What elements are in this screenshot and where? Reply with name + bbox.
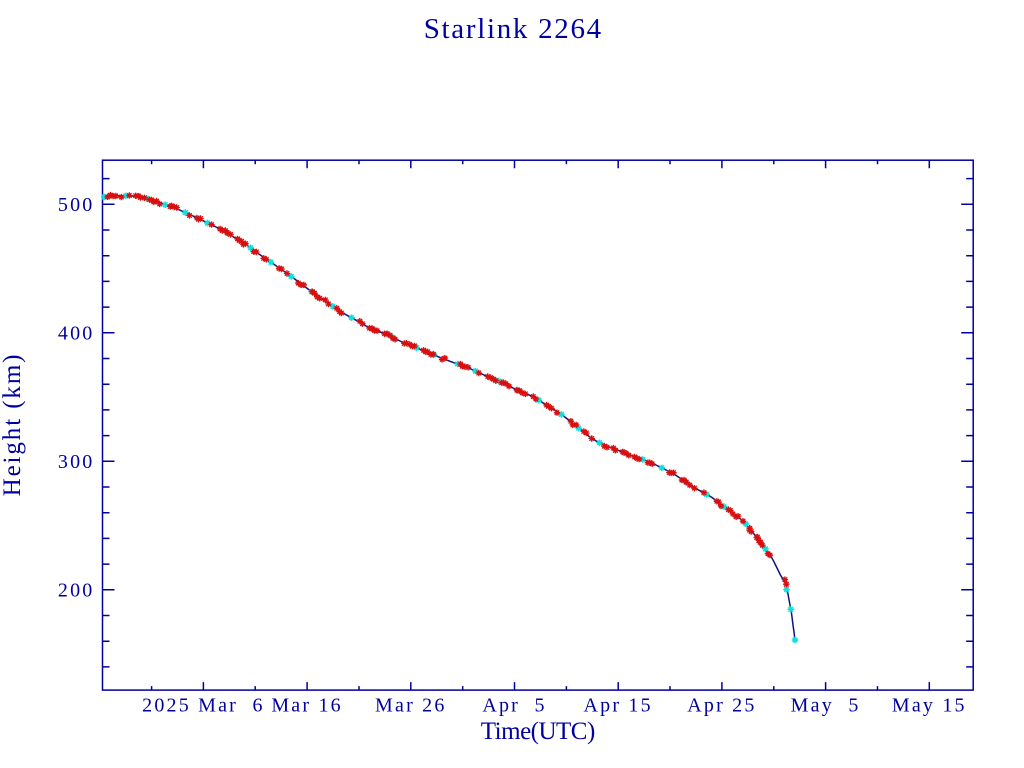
- svg-text:300: 300: [58, 451, 95, 473]
- svg-text:Apr 5: Apr 5: [482, 695, 546, 717]
- svg-text:May 15: May 15: [892, 695, 967, 717]
- svg-text:200: 200: [58, 580, 95, 602]
- svg-text:Apr 25: Apr 25: [687, 695, 756, 717]
- svg-text:Mar 26: Mar 26: [375, 695, 447, 717]
- svg-text:400: 400: [58, 323, 95, 345]
- svg-text:Mar 16: Mar 16: [271, 695, 343, 717]
- svg-text:2025 Mar 6: 2025 Mar 6: [142, 695, 265, 717]
- svg-text:Starlink 2264: Starlink 2264: [424, 13, 603, 45]
- svg-text:May 5: May 5: [791, 695, 861, 717]
- svg-text:Height (km): Height (km): [0, 353, 26, 497]
- svg-text:Time(UTC): Time(UTC): [481, 718, 595, 745]
- svg-text:500: 500: [58, 194, 95, 216]
- svg-text:Apr 15: Apr 15: [584, 695, 653, 717]
